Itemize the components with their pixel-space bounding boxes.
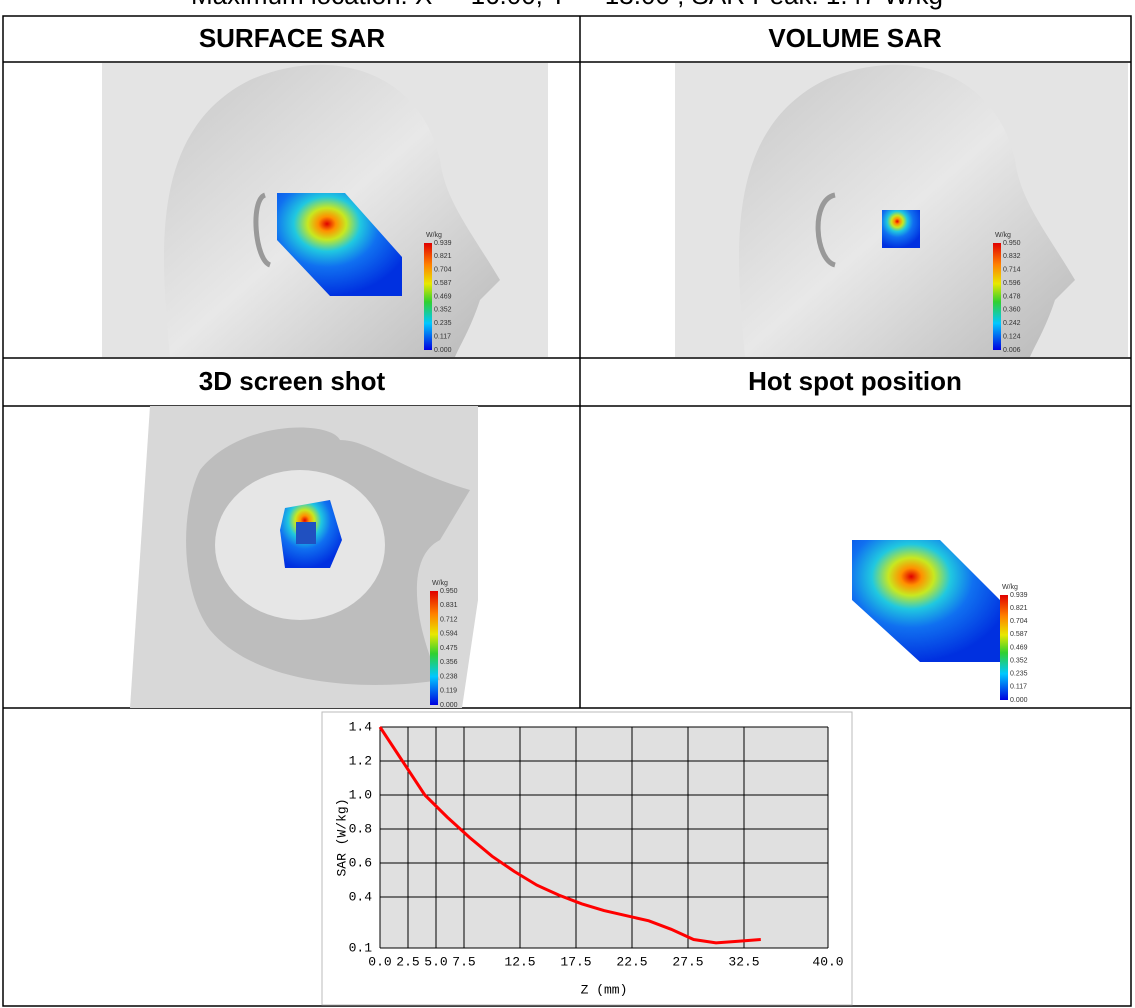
- colorbar-label: 0.821: [434, 253, 452, 260]
- colorbar-label: 0.821: [1010, 605, 1028, 612]
- x-tick-label: 2.5: [396, 954, 419, 969]
- colorbar-label: 0.124: [1003, 333, 1021, 340]
- colorbar-label: 0.478: [1003, 293, 1021, 300]
- y-axis-label: SAR (W/kg): [334, 798, 349, 876]
- colorbar-label: 0.000: [440, 702, 458, 709]
- colorbar-label: 0.939: [434, 240, 452, 247]
- y-tick-label: 1.4: [349, 719, 373, 734]
- colorbar-label: 0.712: [440, 616, 458, 623]
- x-tick-label: 40.0: [812, 954, 843, 969]
- colorbar-label: 0.000: [1010, 697, 1028, 704]
- x-tick-label: 0.0: [368, 954, 391, 969]
- colorbar-label: 0.117: [1010, 684, 1027, 691]
- surface-image: [102, 63, 548, 357]
- y-tick-label: 0.6: [349, 855, 372, 870]
- x-tick-label: 7.5: [452, 954, 475, 969]
- colorbar-label: 0.704: [1010, 618, 1028, 625]
- colorbar-label: 0.117: [434, 333, 451, 340]
- x-tick-label: 32.5: [728, 954, 759, 969]
- colorbar-label: 0.119: [440, 688, 457, 695]
- colorbar-label: 0.356: [440, 659, 458, 666]
- colorbar-label: 0.594: [440, 631, 458, 638]
- data-line: [378, 726, 761, 945]
- plot-area: [380, 727, 828, 948]
- colorbar: [424, 243, 432, 350]
- colorbar-label: 0.950: [440, 588, 458, 595]
- volume-image: [675, 63, 1128, 357]
- y-tick-label: 0.4: [349, 889, 373, 904]
- x-axis-label: Z (mm): [581, 982, 628, 997]
- y-tick-label: 0.8: [349, 821, 372, 836]
- colorbar-label: 0.000: [434, 347, 452, 354]
- colorbar-label: 0.587: [434, 280, 452, 287]
- y-tick-label: 1.0: [349, 787, 372, 802]
- colorbar-label: 0.714: [1003, 267, 1021, 274]
- colorbar-unit: W/kg: [426, 232, 442, 239]
- colorbar-label: 0.238: [440, 673, 458, 680]
- 3d-image: [130, 406, 478, 708]
- x-tick-label: 22.5: [616, 954, 647, 969]
- colorbar-label: 0.939: [1010, 592, 1028, 599]
- header: VOLUME SAR: [768, 23, 942, 53]
- colorbar-label: 0.352: [1010, 657, 1028, 664]
- hotspot-image: [852, 540, 1000, 662]
- colorbar-label: 0.704: [434, 267, 452, 274]
- x-tick-label: 5.0: [424, 954, 447, 969]
- colorbar-label: 0.006: [1003, 347, 1021, 354]
- y-tick-label: 0.1: [349, 940, 373, 955]
- x-tick-label: 12.5: [504, 954, 535, 969]
- colorbar-label: 0.242: [1003, 320, 1021, 327]
- colorbar-label: 0.360: [1003, 307, 1021, 314]
- colorbar-label: 0.587: [1010, 631, 1028, 638]
- colorbar: [993, 243, 1001, 350]
- colorbar-label: 0.475: [440, 645, 458, 652]
- colorbar-unit: W/kg: [432, 580, 448, 587]
- colorbar-unit: W/kg: [1002, 584, 1018, 591]
- colorbar-label: 0.235: [434, 320, 452, 327]
- caption: Maximum location: X = -16.00, Y = -13.00…: [191, 0, 943, 10]
- colorbar: [1000, 595, 1008, 700]
- colorbar-label: 0.831: [440, 602, 458, 609]
- header: Hot spot position: [748, 366, 962, 396]
- header: SURFACE SAR: [199, 23, 386, 53]
- colorbar-label: 0.352: [434, 307, 452, 314]
- x-tick-label: 27.5: [672, 954, 703, 969]
- colorbar-label: 0.469: [434, 293, 452, 300]
- header: 3D screen shot: [199, 366, 386, 396]
- colorbar: [430, 591, 438, 705]
- colorbar-unit: W/kg: [995, 232, 1011, 239]
- x-tick-label: 17.5: [560, 954, 591, 969]
- colorbar-label: 0.950: [1003, 240, 1021, 247]
- colorbar-label: 0.235: [1010, 671, 1028, 678]
- colorbar-label: 0.596: [1003, 280, 1021, 287]
- colorbar-label: 0.469: [1010, 644, 1028, 651]
- colorbar-label: 0.832: [1003, 253, 1021, 260]
- y-tick-label: 1.2: [349, 753, 372, 768]
